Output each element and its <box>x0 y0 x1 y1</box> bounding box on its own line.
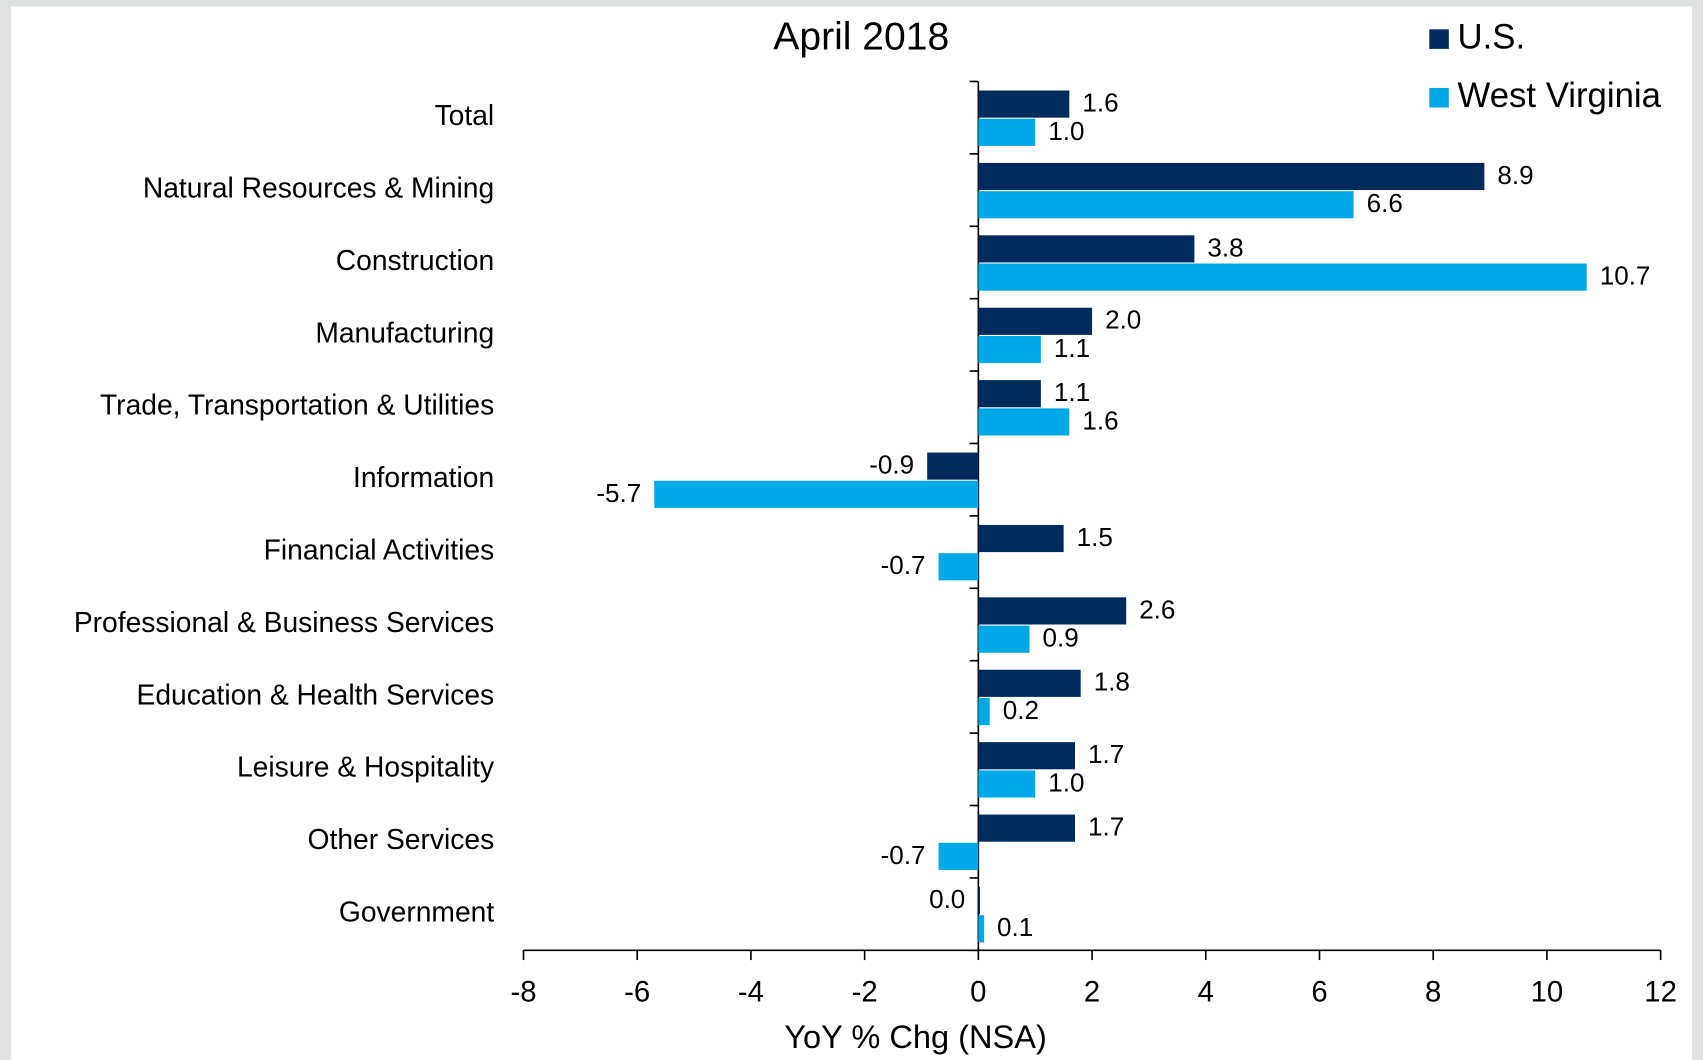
category-label: Natural Resources & Mining <box>143 172 494 204</box>
bar <box>978 915 985 943</box>
x-tick-label: 12 <box>1644 975 1677 1008</box>
value-label: 1.7 <box>1088 812 1124 842</box>
x-tick-label: -8 <box>510 975 536 1008</box>
value-label: 6.6 <box>1367 188 1403 218</box>
value-label: 1.7 <box>1088 739 1124 769</box>
value-label: 1.6 <box>1082 88 1118 118</box>
bar <box>978 162 1485 191</box>
bar <box>978 597 1127 625</box>
legend-label: West Virginia <box>1458 77 1662 115</box>
legend-label: U.S. <box>1458 18 1526 56</box>
value-label: 1.0 <box>1048 116 1084 146</box>
bar <box>978 118 1036 146</box>
bar <box>927 452 979 480</box>
bar <box>978 625 1030 653</box>
bar <box>978 669 1081 697</box>
value-label: 1.8 <box>1094 667 1130 697</box>
bar <box>978 335 1041 364</box>
legend-swatch <box>1429 87 1449 108</box>
category-label: Trade, Transportation & Utilities <box>100 389 494 421</box>
value-label: 1.5 <box>1077 522 1113 552</box>
category-label: Education & Health Services <box>137 678 495 710</box>
bar <box>978 770 1036 798</box>
value-label: 1.1 <box>1054 333 1090 363</box>
bar <box>654 480 979 508</box>
value-label: 2.0 <box>1105 305 1141 335</box>
bar <box>978 235 1195 263</box>
x-tick-label: 4 <box>1198 975 1214 1008</box>
category-label: Information <box>353 461 494 493</box>
x-tick-label: 2 <box>1084 975 1100 1008</box>
x-axis-label: YoY % Chg (NSA) <box>784 1019 1047 1055</box>
bar <box>978 408 1070 436</box>
bar <box>978 263 1587 291</box>
x-tick-label: 6 <box>1311 975 1327 1008</box>
x-tick-label: -2 <box>852 975 878 1008</box>
value-label: 3.8 <box>1207 232 1243 262</box>
bar <box>978 524 1064 553</box>
category-label: Financial Activities <box>264 534 495 566</box>
category-label: Professional & Business Services <box>74 606 494 638</box>
bar <box>978 742 1076 770</box>
category-label: Leisure & Hospitality <box>237 751 495 783</box>
category-label: Construction <box>336 244 494 276</box>
x-tick-label: -6 <box>624 975 650 1008</box>
category-label: Total <box>435 99 495 131</box>
value-label: -0.7 <box>881 840 926 870</box>
bar <box>978 307 1093 335</box>
value-label: -0.7 <box>881 550 926 580</box>
value-label: 2.6 <box>1139 594 1175 624</box>
value-label: 0.2 <box>1003 695 1039 725</box>
bar <box>978 697 990 726</box>
bar <box>978 191 1354 219</box>
category-label: Other Services <box>308 823 495 855</box>
category-label: Government <box>339 896 494 928</box>
x-tick-label: 0 <box>970 975 986 1008</box>
value-label: 10.7 <box>1600 261 1651 291</box>
bar <box>978 90 1070 118</box>
value-label: 1.0 <box>1048 767 1084 797</box>
bar <box>938 842 979 870</box>
x-tick-label: 10 <box>1531 975 1564 1008</box>
x-tick-label: -4 <box>738 975 764 1008</box>
value-label: -0.9 <box>869 450 914 480</box>
value-label: 1.1 <box>1054 377 1090 407</box>
bar <box>978 380 1041 408</box>
value-label: -5.7 <box>596 478 641 508</box>
value-label: 0.9 <box>1043 623 1079 653</box>
value-label: 8.9 <box>1497 160 1533 190</box>
x-tick-label: 8 <box>1425 975 1441 1008</box>
bar <box>938 553 979 581</box>
bar <box>978 886 980 915</box>
value-label: 1.6 <box>1082 405 1118 435</box>
chart-title: April 2018 <box>773 15 949 58</box>
value-label: 0.0 <box>929 884 965 914</box>
category-label: Manufacturing <box>315 316 494 348</box>
legend-swatch <box>1429 29 1449 49</box>
bar <box>978 814 1076 842</box>
value-label: 0.1 <box>997 912 1033 942</box>
